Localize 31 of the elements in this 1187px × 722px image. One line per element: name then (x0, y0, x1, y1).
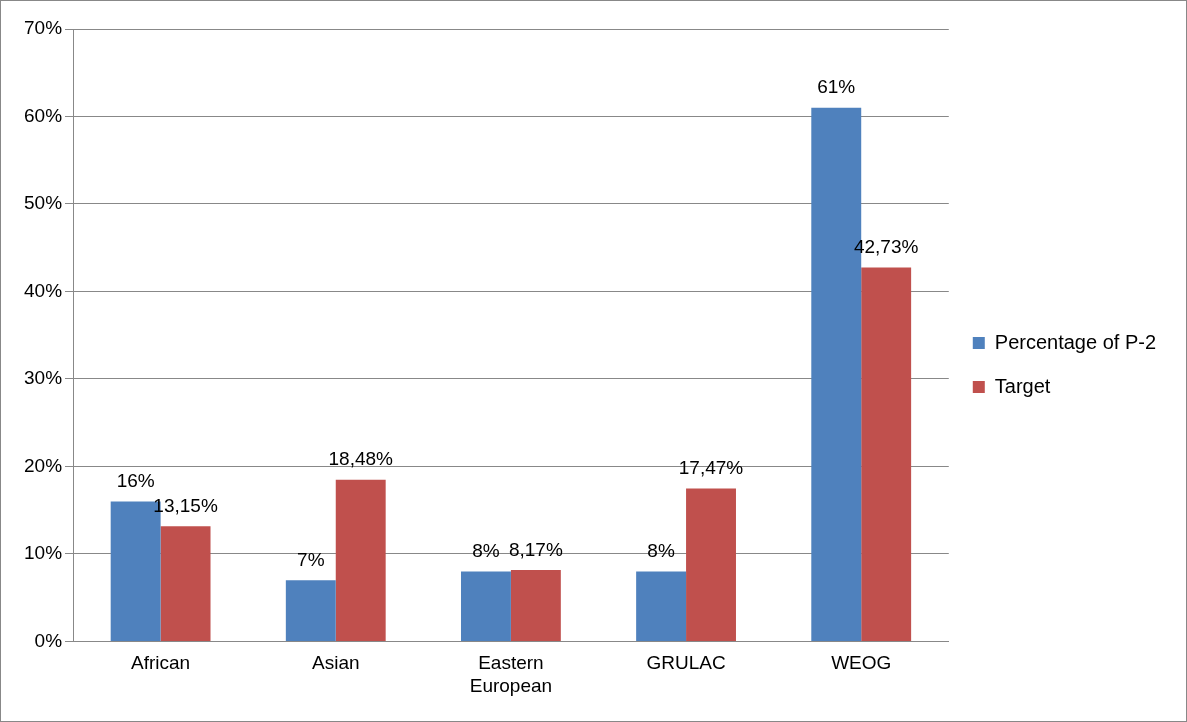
data-label: 7% (297, 548, 325, 570)
data-label: 61% (817, 76, 856, 98)
legend-label: Percentage of P-2 (994, 330, 1157, 353)
bar (636, 571, 687, 641)
bar (686, 488, 736, 641)
data-label: 18,48% (328, 448, 394, 470)
x-tick-label: Eastern European (469, 652, 553, 696)
y-tick-label: 0% (34, 629, 63, 651)
bar (285, 580, 336, 641)
y-tick-label: 70% (24, 17, 63, 39)
x-tick-label: WEOG (831, 652, 892, 674)
bar (160, 526, 211, 641)
bar (861, 267, 912, 641)
bar (510, 569, 561, 641)
x-tick-label: GRULAC (646, 652, 726, 674)
y-tick-label: 60% (24, 104, 63, 126)
data-label: 8,17% (508, 538, 563, 560)
bar (335, 479, 386, 641)
x-tick-label: African (131, 652, 191, 674)
legend-label: Target (994, 374, 1051, 397)
data-label: 8% (472, 540, 500, 562)
y-tick-label: 20% (24, 454, 63, 476)
y-tick-label: 30% (24, 367, 63, 389)
data-label: 8% (647, 540, 675, 562)
bar (460, 571, 511, 641)
x-tick-label: Asian (311, 652, 360, 674)
y-tick-label: 10% (24, 542, 63, 564)
data-label: 16% (116, 470, 155, 492)
y-tick-label: 40% (24, 279, 63, 301)
y-tick-label: 50% (24, 192, 63, 214)
data-label: 17,47% (678, 457, 744, 479)
